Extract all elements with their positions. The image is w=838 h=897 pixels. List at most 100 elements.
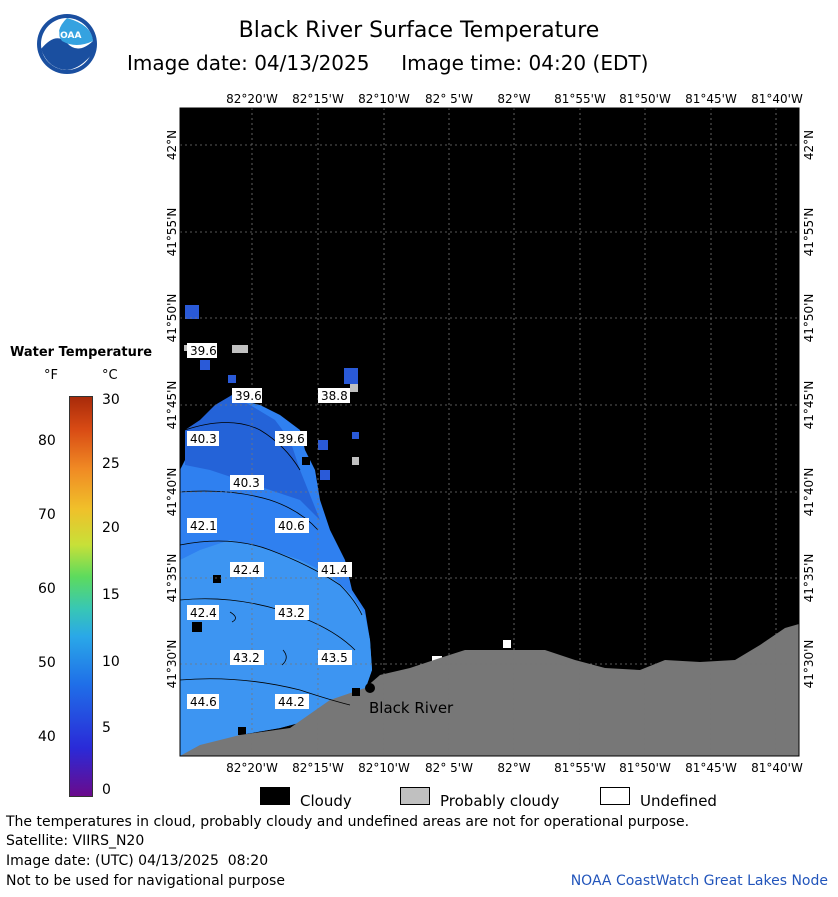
undefined-swatch (600, 787, 630, 805)
temp-label: 38.8 (321, 389, 348, 403)
c-tick: 0 (102, 782, 111, 798)
temp-label: 39.6 (278, 432, 305, 446)
f-tick: 50 (38, 655, 56, 671)
temp-label: 40.6 (278, 519, 305, 533)
water-pixel (344, 368, 358, 384)
c-tick: 5 (102, 720, 111, 736)
lat-label: 41°40'N (802, 468, 816, 517)
f-tick: 80 (38, 433, 56, 449)
cloudy-label: Cloudy (300, 792, 352, 810)
temp-label: 40.3 (233, 476, 260, 490)
water-area-deep (180, 540, 372, 756)
lat-label: 41°35'N (802, 554, 816, 603)
temp-label-box: 39.6 (275, 431, 307, 446)
c-tick: 20 (102, 520, 120, 536)
temp-label: 43.2 (278, 606, 305, 620)
temp-label: 39.6 (190, 344, 217, 358)
lat-label: 41°55'N (165, 208, 179, 257)
map-frame (179, 107, 800, 757)
graticule (180, 108, 799, 756)
land-area (180, 624, 799, 756)
page-title: Black River Surface Temperature (238, 18, 600, 43)
lon-label: 82°20'W (226, 761, 278, 775)
cloud-pixel (192, 622, 202, 632)
probably-cloudy-label: Probably cloudy (440, 792, 560, 810)
lat-label: 42°N (165, 130, 179, 160)
lat-label: 41°55'N (802, 208, 816, 257)
water-pixel (228, 375, 236, 383)
cloud-pixel (352, 688, 360, 696)
temperature-colorbar (69, 396, 93, 797)
temp-label: 42.1 (190, 519, 217, 533)
temp-label-box: 44.6 (187, 694, 219, 709)
lon-label: 81°40'W (751, 761, 803, 775)
logo-text: NOAA (53, 31, 82, 41)
temp-label-box: 39.6 (232, 388, 262, 403)
temp-label: 40.3 (190, 432, 217, 446)
lon-label: 82°10'W (358, 92, 410, 106)
lon-label: 81°55'W (554, 761, 606, 775)
location-marker (365, 683, 375, 693)
legend-unit-f: °F (44, 368, 58, 383)
water-pixel (200, 360, 210, 370)
lon-label: 82° 5'W (425, 761, 473, 775)
temp-label-box: 39.6 (187, 343, 217, 358)
undefined-pixel (503, 640, 511, 648)
cloud-pixel (213, 575, 221, 583)
lon-label: 82°15'W (292, 92, 344, 106)
lon-label: 81°50'W (619, 92, 671, 106)
lat-label: 41°30'N (165, 640, 179, 689)
lat-labels-right: 42°N 41°55'N 41°50'N 41°45'N 41°40'N 41°… (802, 130, 816, 689)
temperature-labels: 39.6 39.6 38.8 40.3 39.6 40.3 42.1 40.6 … (187, 343, 352, 709)
water-area-north (185, 395, 320, 520)
temp-label-box: 42.1 (187, 518, 217, 533)
disclaimer-text: The temperatures in cloud, probably clou… (6, 814, 690, 830)
c-tick: 30 (102, 392, 120, 408)
temp-label-box: 43.2 (230, 650, 264, 665)
lat-label: 41°30'N (802, 640, 816, 689)
water-pixel (318, 440, 328, 450)
undefined-label: Undefined (640, 792, 717, 810)
lon-label: 81°40'W (751, 92, 803, 106)
lon-label: 82°20'W (226, 92, 278, 106)
location-label: Black River (369, 699, 454, 717)
temp-label-box: 41.4 (318, 562, 352, 577)
temp-label-box: 42.4 (187, 605, 219, 620)
lon-label: 81°55'W (554, 92, 606, 106)
temp-label: 39.6 (235, 389, 262, 403)
lat-label: 41°40'N (165, 468, 179, 517)
temp-label: 44.6 (190, 695, 217, 709)
legend-title: Water Temperature (10, 345, 153, 360)
contour-lines (179, 422, 363, 706)
f-tick: 60 (38, 581, 56, 597)
temp-label-box: 40.3 (187, 431, 219, 446)
c-tick: 25 (102, 456, 120, 472)
image-date-time: Image date: 04/13/2025 Image time: 04:20… (127, 51, 649, 75)
temp-label-box: 42.4 (230, 562, 264, 577)
temp-label-box: 43.2 (275, 605, 309, 620)
temp-label: 42.4 (190, 606, 217, 620)
probably-cloudy-swatch (400, 787, 430, 805)
lon-label: 81°45'W (685, 92, 737, 106)
lon-label: 82°W (497, 92, 530, 106)
probably-cloudy-pixel (352, 457, 359, 465)
water-pixel (352, 432, 359, 439)
temp-label-box: 43.5 (318, 650, 352, 665)
temp-label: 43.5 (321, 651, 348, 665)
temp-label-box: 40.3 (230, 475, 264, 490)
lat-labels-left: 42°N 41°55'N 41°50'N 41°45'N 41°40'N 41°… (165, 130, 179, 689)
cloud-pixel (238, 727, 246, 735)
noaa-logo: NOAA (37, 14, 97, 74)
cloudy-swatch (260, 787, 290, 805)
satellite-text: Satellite: VIIRS_N20 (6, 833, 145, 849)
lon-label: 82°15'W (292, 761, 344, 775)
lon-label: 82°W (497, 761, 530, 775)
water-pixel (320, 470, 330, 480)
lat-label: 42°N (802, 130, 816, 160)
lon-label: 81°50'W (619, 761, 671, 775)
temp-label: 42.4 (233, 563, 260, 577)
legend-unit-c: °C (102, 368, 118, 383)
credit-text: NOAA CoastWatch Great Lakes Node (570, 873, 828, 889)
water-pixel (185, 305, 199, 319)
